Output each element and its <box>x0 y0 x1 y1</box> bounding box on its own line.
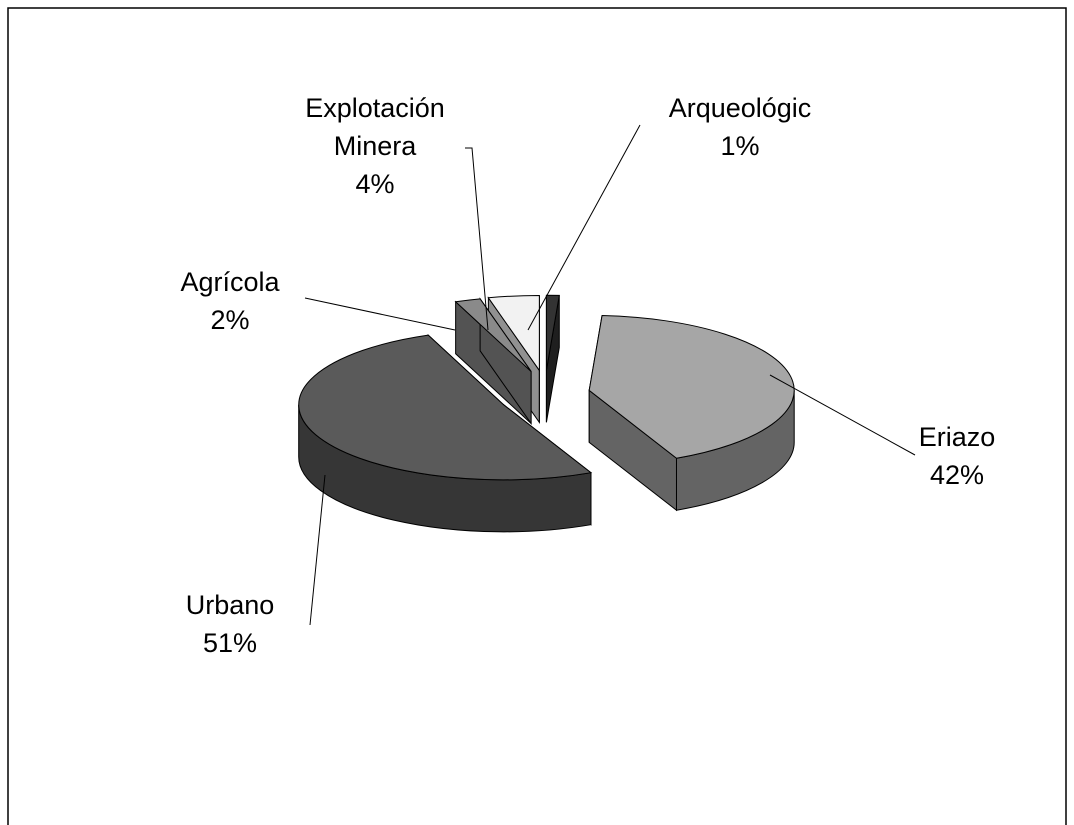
leader-line <box>769 374 916 456</box>
value-label: 4% <box>355 169 395 199</box>
leader-line <box>309 474 326 626</box>
chart-frame <box>7 7 1067 825</box>
data-label: Explotación Minera 4% <box>285 89 465 203</box>
slice-top <box>588 314 795 459</box>
pie-slice <box>454 297 532 426</box>
slice-top <box>454 298 532 372</box>
slice-top <box>487 294 540 373</box>
data-label: Urbano 51% <box>150 586 310 662</box>
pie-slice <box>298 333 593 533</box>
value-label: 2% <box>210 305 250 335</box>
leader-line <box>304 297 456 331</box>
category-label: Agrícola <box>180 267 280 297</box>
category-label: Eriazo <box>918 422 996 452</box>
pie-slice <box>588 314 795 512</box>
value-label: 42% <box>929 460 985 490</box>
pie-slice <box>545 294 560 423</box>
category-label: Urbano <box>185 590 275 620</box>
slice-top <box>298 334 593 481</box>
leader-line <box>465 147 489 331</box>
data-label: Arqueológic 1% <box>640 89 840 165</box>
value-label: 1% <box>720 131 760 161</box>
category-label: Arqueológic <box>668 93 812 123</box>
value-label: 51% <box>202 628 258 658</box>
leader-line <box>527 124 641 331</box>
category-label: Explotación Minera <box>305 93 445 161</box>
data-label: Eriazo 42% <box>877 418 1037 494</box>
data-label: Agrícola 2% <box>150 263 310 339</box>
